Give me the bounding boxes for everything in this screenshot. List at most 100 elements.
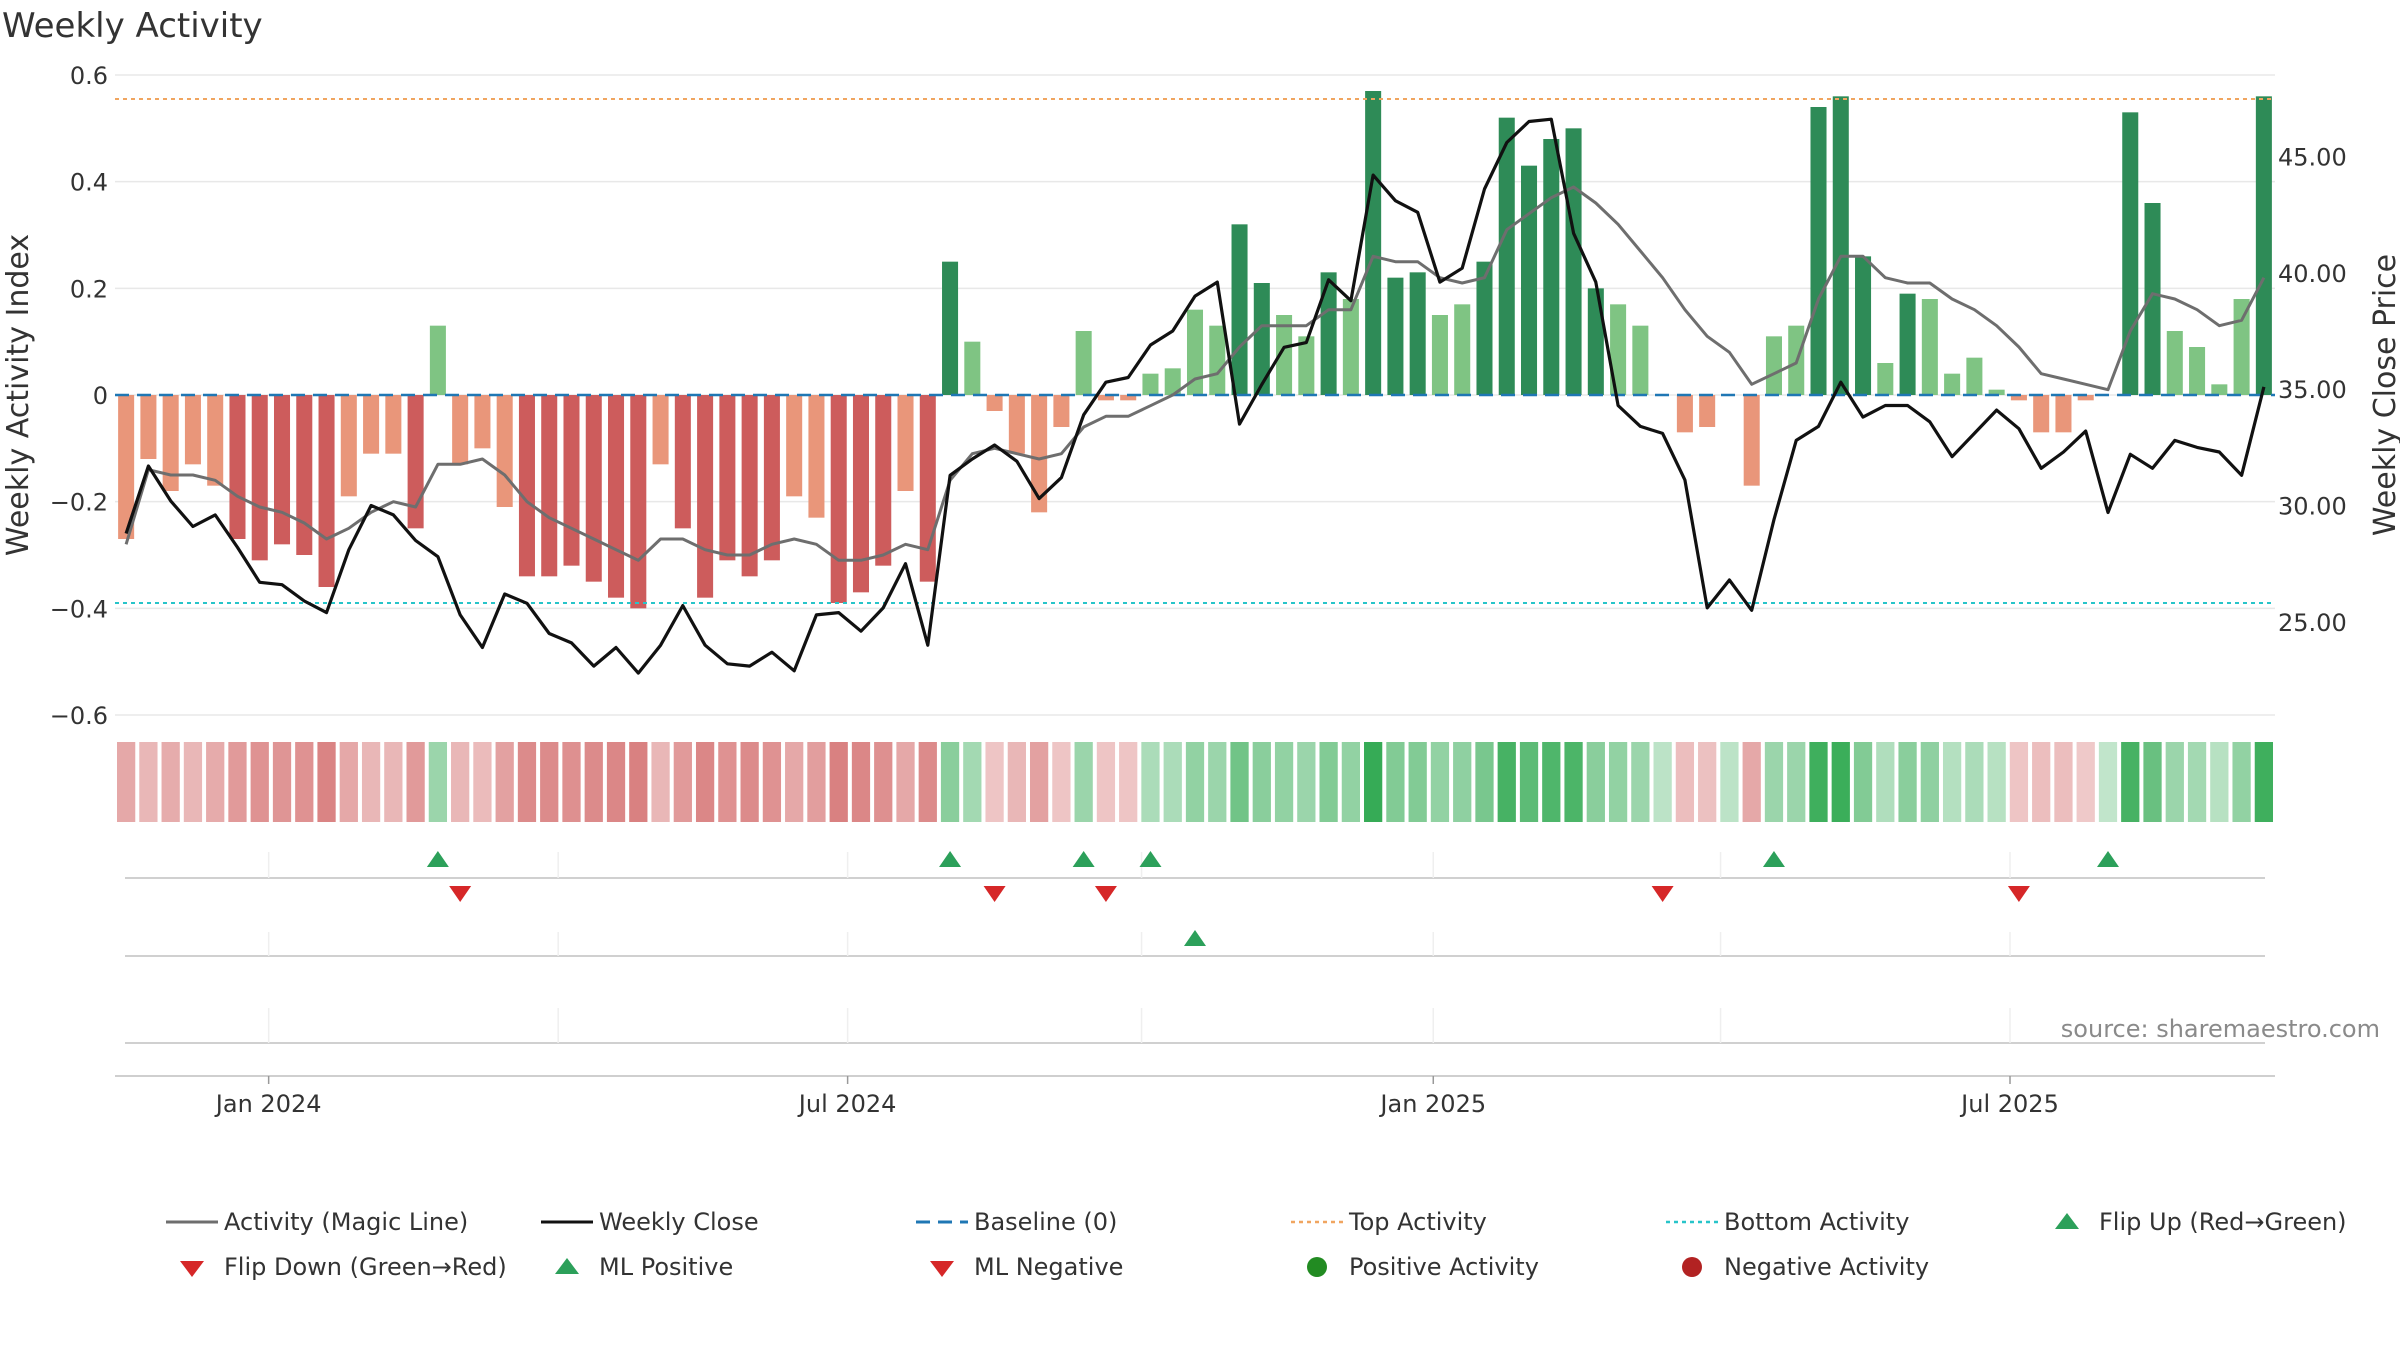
heat-strip-cell [718, 742, 737, 822]
legend-item-bottom-activity: Bottom Activity [1660, 1208, 2035, 1236]
heat-strip-cell [1831, 742, 1850, 822]
activity-bar-positive [1209, 325, 1226, 395]
heat-strip-cell [1497, 742, 1516, 822]
magic-line-series [124, 185, 2266, 562]
activity-bar-negative [808, 395, 825, 518]
activity-bar-positive [942, 261, 959, 395]
series-lines [124, 117, 2266, 675]
activity-bar-positive [1387, 277, 1404, 395]
heat-strip-cell [1675, 742, 1695, 822]
heat-strip-cell [1965, 742, 1984, 822]
heat-strip-cell [2254, 742, 2273, 822]
heat-strip-cell [1608, 742, 1628, 822]
activity-bar-negative [474, 395, 491, 449]
heat-strip-cell [1185, 742, 1205, 822]
y2-tick-label: 45.00 [2278, 143, 2347, 171]
flip-down-marker [449, 886, 472, 902]
heat-strip-cell [2187, 742, 2207, 822]
activity-bar-negative [1097, 395, 1114, 401]
weekly-close-series [124, 117, 2266, 675]
activity-bar-positive [1632, 325, 1649, 395]
legend-label: Weekly Close [599, 1208, 759, 1236]
heat-strip-cell [1764, 742, 1784, 822]
activity-bar-negative [1031, 395, 1048, 513]
heat-strip-cell [206, 742, 225, 822]
activity-bar-negative [1699, 395, 1716, 427]
heat-strip-cell [406, 742, 425, 822]
heat-strip [117, 742, 2273, 822]
activity-bar-positive [1899, 293, 1916, 395]
heat-strip-cell [1698, 742, 1717, 822]
legend-swatch-baseline [916, 1220, 968, 1224]
heat-strip-cell [2076, 742, 2095, 822]
activity-bar-positive [2189, 347, 2206, 395]
activity-bar-negative [1676, 395, 1693, 433]
legend-swatch-ml-negative [930, 1261, 954, 1277]
activity-bar-positive [1498, 117, 1515, 396]
legend-label: Positive Activity [1349, 1253, 1539, 1281]
activity-bar-positive [1365, 91, 1382, 395]
activity-bar-negative [496, 395, 513, 507]
legend-label: Baseline (0) [974, 1208, 1118, 1236]
activity-bar-positive [429, 325, 446, 395]
heat-strip-cell [1052, 742, 1071, 822]
marker-panels [125, 851, 2265, 1044]
heat-strip-cell [250, 742, 269, 822]
activity-bar-positive [1921, 299, 1938, 395]
heat-strip-cell [1341, 742, 1361, 822]
x-axis: Jan 2024 Jul 2024 Jan 2025 Jul 2025 [115, 1075, 2275, 1118]
heat-strip-cell [495, 742, 514, 822]
legend-item-ml-negative: ML Negative [910, 1253, 1285, 1281]
flip-down-marker [983, 886, 1006, 902]
activity-bar-positive [1298, 336, 1315, 395]
activity-bar-negative [608, 395, 625, 598]
heat-strip-cell [473, 742, 492, 822]
flip-up-marker [939, 851, 962, 867]
activity-bar-positive [1142, 373, 1159, 395]
heat-strip-cell [1297, 742, 1316, 822]
legend: Activity (Magic Line) Weekly Close Basel… [160, 1208, 2380, 1288]
chart-title: Weekly Activity [2, 6, 263, 46]
activity-bar-positive [1877, 363, 1894, 395]
x-tick-label: Jul 2024 [797, 1090, 897, 1118]
legend-label: Flip Down (Green→Red) [224, 1253, 507, 1281]
heat-strip-cell [1564, 742, 1583, 822]
heat-strip-cell [1876, 742, 1895, 822]
legend-item-ml-positive: ML Positive [535, 1253, 910, 1281]
heat-strip-cell [629, 742, 648, 822]
heat-strip-cell [1898, 742, 1917, 822]
heat-strip-cell [1252, 742, 1271, 822]
activity-bar-positive [1966, 357, 1983, 395]
axes: 0.6 0.4 0.2 0 −0.2 −0.4 −0.6 45.00 40.00 35.00 30.… [1, 62, 2400, 730]
activity-bar-positive [2255, 96, 2272, 395]
heat-strip-cell [874, 742, 893, 822]
flip-down-marker [2007, 886, 2030, 902]
heat-strip-cell [1007, 742, 1026, 822]
activity-bar-negative [363, 395, 380, 454]
activity-bar-negative [184, 395, 201, 465]
heat-strip-cell [1119, 742, 1138, 822]
heat-strip-cell [1720, 742, 1739, 822]
activity-bar-negative [118, 395, 135, 539]
y-axis-title: Weekly Activity Index [1, 234, 36, 556]
heat-strip-cell [1364, 742, 1383, 822]
heat-strip-cell [785, 742, 804, 822]
activity-bar-negative [518, 395, 535, 577]
activity-bar-negative [719, 395, 736, 561]
y-tick-label: 0.2 [70, 275, 108, 303]
legend-item-negative-activity: Negative Activity [1660, 1253, 2035, 1281]
activity-bar-negative [919, 395, 936, 582]
activity-bar-negative [340, 395, 357, 497]
legend-swatch-top-activity [1291, 1220, 1343, 1224]
legend-item-flip-down: Flip Down (Green→Red) [160, 1253, 535, 1281]
heat-strip-cell [584, 742, 603, 822]
activity-bar-negative [697, 395, 714, 598]
activity-bar-positive [2144, 203, 2161, 395]
y2-axis-title: Weekly Close Price [2368, 254, 2400, 536]
activity-bar-negative [852, 395, 869, 593]
legend-label: ML Negative [974, 1253, 1124, 1281]
heat-strip-cell [183, 742, 203, 822]
heat-strip-cell [896, 742, 915, 822]
legend-label: Top Activity [1349, 1208, 1487, 1236]
flip-up-marker [1762, 851, 1785, 867]
